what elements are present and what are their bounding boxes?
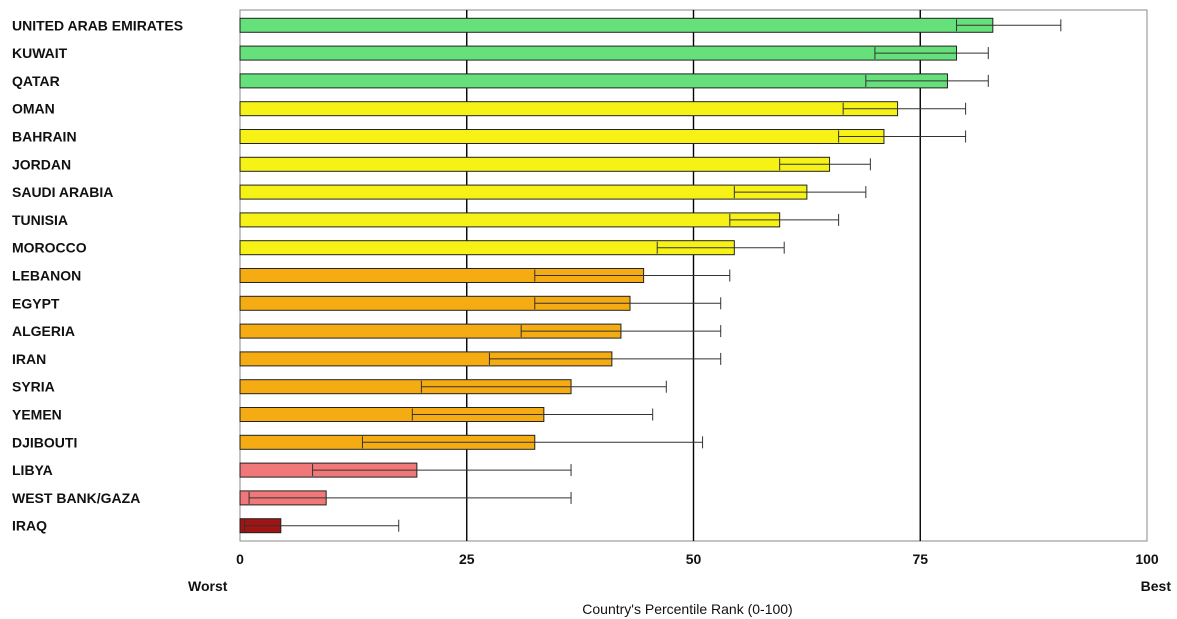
- bar-saudi-arabia: [239, 184, 808, 200]
- category-label: IRAQ: [12, 518, 47, 534]
- bar-united-arab-emirates: [239, 17, 994, 33]
- category-label: SAUDI ARABIA: [12, 184, 113, 200]
- category-label: QATAR: [12, 73, 60, 89]
- category-labels: UNITED ARAB EMIRATES KUWAIT QATAR OMAN BAHRA…: [12, 17, 183, 533]
- category-label: YEMEN: [12, 407, 62, 423]
- x-tick-label: 50: [686, 551, 702, 567]
- bar-qatar: [239, 73, 948, 89]
- category-label: DJIBOUTI: [12, 434, 77, 450]
- category-label: UNITED ARAB EMIRATES: [12, 17, 183, 33]
- category-label: LEBANON: [12, 268, 81, 284]
- category-label: IRAN: [12, 351, 46, 367]
- category-label: MOROCCO: [12, 240, 87, 256]
- x-tick-label: 25: [459, 551, 475, 567]
- category-label: LIBYA: [12, 462, 53, 478]
- bar-bahrain: [239, 128, 885, 144]
- category-label: SYRIA: [12, 379, 55, 395]
- bar-kuwait: [239, 45, 958, 61]
- bar-oman: [239, 101, 899, 117]
- category-label: EGYPT: [12, 295, 60, 311]
- bars-layer: [239, 17, 1062, 534]
- x-axis-title: Country's Percentile Rank (0-100): [582, 601, 792, 617]
- category-label: KUWAIT: [12, 45, 68, 61]
- x-tick-label: 0: [236, 551, 244, 567]
- x-tick-label: 100: [1135, 551, 1159, 567]
- axis-end-label-worst: Worst: [188, 578, 228, 594]
- category-label: WEST BANK/GAZA: [12, 490, 140, 506]
- x-tick-label: 75: [912, 551, 928, 567]
- category-label: TUNISIA: [12, 212, 68, 228]
- axis-end-label-best: Best: [1141, 578, 1172, 594]
- bar-tunisia: [239, 212, 781, 228]
- x-axis-ticks: 0 25 50 75 100: [236, 551, 1159, 567]
- category-label: OMAN: [12, 101, 55, 117]
- category-label: BAHRAIN: [12, 128, 77, 144]
- bar-jordan: [239, 156, 831, 172]
- category-label: ALGERIA: [12, 323, 75, 339]
- category-label: JORDAN: [12, 156, 71, 172]
